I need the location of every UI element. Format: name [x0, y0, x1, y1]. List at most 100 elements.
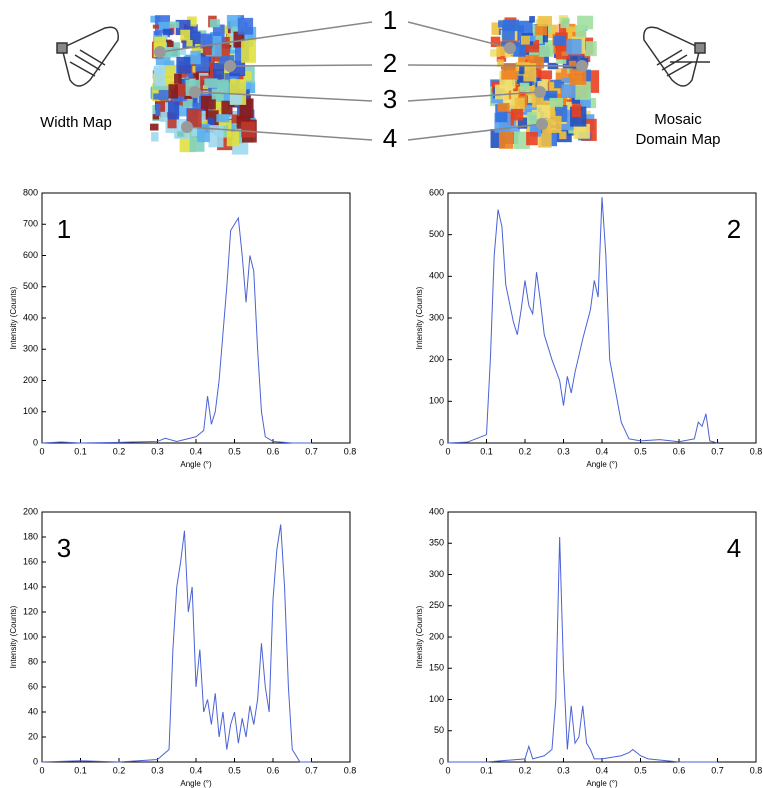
map-patch: [186, 73, 194, 78]
map-patch: [584, 41, 597, 57]
x-tick-label: 0.8: [750, 446, 763, 456]
map-patch: [573, 123, 590, 139]
map-patch: [490, 49, 501, 57]
map-point: [576, 60, 588, 72]
leader-line: [186, 126, 373, 141]
y-tick-label: 120: [23, 606, 38, 616]
map-patch: [160, 111, 168, 123]
map-point: [189, 86, 201, 98]
map-patch: [163, 60, 175, 70]
y-tick-label: 180: [23, 531, 38, 541]
map-patch: [212, 24, 225, 43]
map-point: [504, 42, 516, 54]
y-axis-label: Intensity (Counts): [9, 605, 18, 668]
map-patch: [211, 88, 224, 100]
map-patch: [158, 21, 170, 30]
y-tick-label: 0: [33, 756, 38, 766]
map-patch: [207, 118, 215, 126]
panel-annotation: 4: [727, 533, 741, 563]
y-tick-label: 0: [439, 437, 444, 447]
map-patch: [537, 70, 553, 80]
map-point: [154, 46, 166, 58]
data-line: [41, 524, 312, 763]
y-tick-label: 80: [28, 656, 38, 666]
map-point: [224, 60, 236, 72]
map-patch: [536, 104, 551, 119]
map-patch: [553, 35, 566, 46]
map-patch: [544, 24, 552, 33]
x-tick-label: 0.3: [151, 765, 164, 775]
map-patch: [241, 121, 256, 138]
x-tick-label: 0.1: [480, 446, 493, 456]
map-patch: [150, 123, 159, 131]
marker-number: 4: [383, 123, 397, 153]
x-tick-label: 0.6: [673, 765, 686, 775]
map-patch: [510, 108, 524, 121]
map-point: [534, 86, 546, 98]
map-patch: [151, 132, 159, 142]
map-patch: [186, 40, 193, 47]
map-patch: [211, 62, 225, 71]
map-patch: [561, 51, 569, 56]
map-patch: [504, 50, 511, 58]
plot-frame: [447, 511, 757, 763]
map-patch: [496, 51, 507, 62]
map-patch: [176, 56, 192, 74]
x-tick-label: 0: [39, 446, 44, 456]
map-point: [181, 121, 193, 133]
x-axis-label: Angle (°): [586, 460, 618, 469]
x-tick-label: 0.8: [750, 765, 763, 775]
map-patch: [221, 100, 233, 115]
x-tick-label: 0.8: [344, 765, 357, 775]
maps: 1 2 3 4: [150, 5, 600, 155]
y-axis-label: Intensity (Counts): [9, 286, 18, 349]
map-patch: [209, 19, 220, 28]
map-patch: [153, 65, 166, 74]
map-patch: [204, 78, 218, 88]
map-patch: [192, 102, 206, 114]
x-tick-label: 0.6: [267, 765, 280, 775]
x-tick-label: 0.1: [480, 765, 493, 775]
panel-annotation: 3: [57, 533, 71, 563]
y-tick-label: 500: [23, 281, 38, 291]
map-patch: [560, 17, 570, 29]
leader-line: [407, 21, 511, 49]
marker-number: 2: [383, 48, 397, 78]
map-patch: [226, 131, 240, 147]
map-patch: [175, 83, 186, 97]
y-tick-label: 400: [429, 506, 444, 516]
map-patch: [582, 69, 591, 82]
leader-line: [229, 64, 373, 67]
width-map-icon: [56, 26, 119, 87]
map-patch: [520, 35, 530, 45]
map-point: [536, 118, 548, 130]
map-patch: [169, 21, 180, 28]
x-tick-label: 0.5: [634, 446, 647, 456]
x-tick-label: 0.8: [344, 446, 357, 456]
mosaic-map-icon: [643, 26, 710, 87]
y-tick-label: 100: [23, 631, 38, 641]
marker-number: 3: [383, 84, 397, 114]
map-patch: [527, 95, 536, 103]
x-tick-label: 0.2: [519, 765, 532, 775]
map-patch: [501, 64, 519, 80]
x-tick-label: 0.2: [113, 446, 126, 456]
map-patch: [153, 93, 160, 100]
map-patch: [514, 97, 525, 112]
x-tick-label: 0.4: [596, 765, 609, 775]
y-tick-label: 200: [429, 354, 444, 364]
map-patch: [543, 90, 558, 101]
x-tick-label: 0.5: [228, 446, 241, 456]
map-patch: [191, 122, 202, 137]
map-patch: [216, 114, 230, 123]
y-tick-label: 200: [429, 631, 444, 641]
plot-frame: [41, 192, 351, 444]
y-axis-label: Intensity (Counts): [415, 605, 424, 668]
map-patch: [575, 24, 587, 38]
y-tick-label: 0: [33, 437, 38, 447]
map-patch: [528, 35, 536, 42]
map-patch: [549, 97, 564, 107]
map-patch: [167, 40, 174, 48]
y-tick-label: 160: [23, 556, 38, 566]
